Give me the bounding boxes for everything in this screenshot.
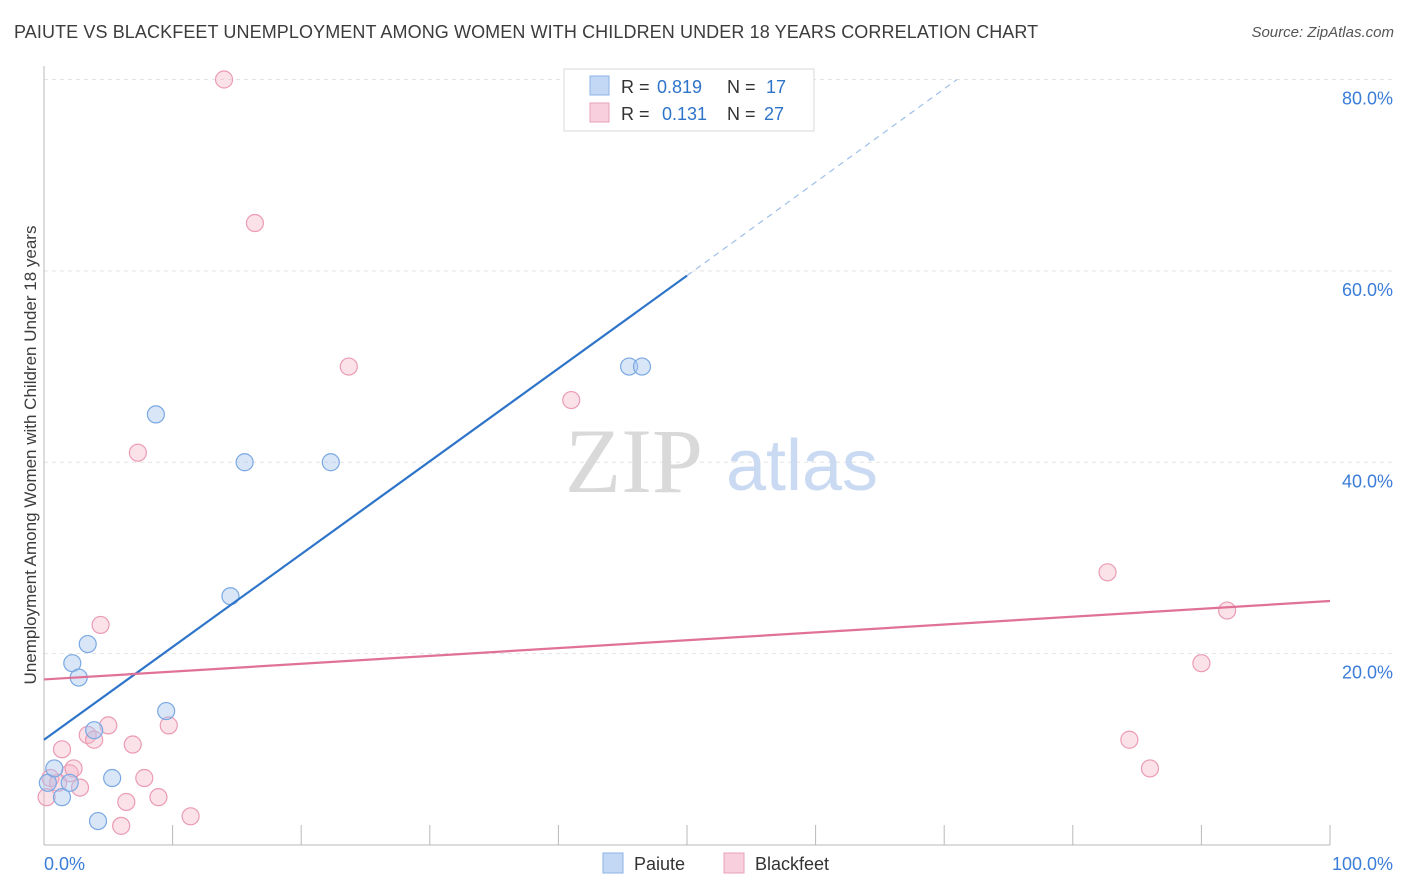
- point-blackfeet: [181, 807, 200, 826]
- point-blackfeet: [339, 357, 358, 376]
- point-paiute: [52, 788, 72, 807]
- stats-n-value-paiute: 17: [766, 77, 786, 97]
- point-paiute: [157, 701, 176, 721]
- point-paiute: [60, 773, 79, 792]
- point-blackfeet: [99, 716, 118, 735]
- point-blackfeet: [64, 759, 83, 778]
- point-blackfeet: [1140, 759, 1160, 778]
- x-tick-label-max: 100.0%: [1332, 854, 1393, 874]
- x-tick-label-min: 0.0%: [44, 854, 85, 874]
- chart-title: PAIUTE VS BLACKFEET UNEMPLOYMENT AMONG W…: [14, 22, 1039, 42]
- point-paiute: [45, 759, 64, 778]
- point-paiute: [146, 405, 165, 424]
- y-tick-label: 60.0%: [1342, 280, 1393, 300]
- legend-swatch-paiute: [602, 852, 624, 874]
- stats-r-value-blackfeet: 0.131: [662, 104, 707, 124]
- point-paiute: [620, 357, 639, 376]
- point-blackfeet: [1218, 601, 1237, 620]
- point-blackfeet: [123, 735, 142, 754]
- trend-lines: [43, 79, 1331, 741]
- point-blackfeet: [52, 740, 72, 759]
- trend-line-paiute: [43, 274, 688, 741]
- point-paiute: [78, 634, 97, 654]
- y-tick-labels: 20.0% 40.0% 60.0% 80.0%: [1342, 89, 1393, 683]
- point-blackfeet: [70, 778, 90, 797]
- point-paiute: [85, 721, 104, 740]
- stats-r-value-paiute: 0.819: [657, 77, 702, 97]
- point-paiute: [632, 357, 652, 376]
- series-legend: Paiute Blackfeet: [602, 852, 829, 874]
- point-blackfeet: [562, 390, 581, 410]
- stats-legend: R = 0.819 N = 17 R = 0.131 N = 27: [563, 68, 815, 132]
- point-blackfeet: [159, 716, 178, 735]
- stats-swatch-paiute: [589, 75, 610, 96]
- point-paiute: [321, 453, 340, 472]
- point-blackfeet: [85, 730, 104, 749]
- gridlines: [44, 79, 1393, 655]
- stats-r-label-paiute: R =: [621, 77, 650, 97]
- point-blackfeet: [214, 70, 234, 89]
- point-blackfeet: [112, 816, 131, 835]
- y-tick-label: 20.0%: [1342, 663, 1393, 683]
- y-tick-label: 80.0%: [1342, 89, 1393, 109]
- point-blackfeet: [117, 792, 136, 812]
- watermark-zip: ZIP: [565, 410, 703, 512]
- point-paiute: [88, 811, 108, 831]
- legend-label-paiute: Paiute: [634, 854, 685, 874]
- point-blackfeet: [245, 213, 265, 233]
- stats-n-label-paiute: N =: [727, 77, 756, 97]
- point-blackfeet: [1192, 654, 1211, 673]
- y-tick-label: 40.0%: [1342, 471, 1393, 491]
- point-blackfeet: [1120, 730, 1139, 749]
- trend-line-dashed-paiute: [686, 79, 958, 277]
- legend-swatch-blackfeet: [723, 852, 745, 874]
- point-blackfeet: [135, 768, 154, 788]
- point-blackfeet: [149, 788, 168, 807]
- point-paiute: [103, 768, 122, 788]
- point-blackfeet: [37, 788, 56, 807]
- y-axis-label: Unemployment Among Women with Children U…: [21, 226, 40, 685]
- watermark-atlas: atlas: [726, 426, 878, 506]
- point-paiute: [235, 453, 254, 472]
- stats-n-label-blackfeet: N =: [727, 104, 756, 124]
- x-axis-ticks: [172, 825, 1331, 845]
- stats-n-value-blackfeet: 27: [764, 104, 784, 124]
- point-blackfeet: [128, 443, 147, 462]
- source-label: Source: ZipAtlas.com: [1251, 24, 1394, 41]
- stats-swatch-blackfeet: [589, 102, 610, 123]
- trend-line-blackfeet: [43, 599, 1331, 681]
- point-blackfeet: [1098, 563, 1117, 582]
- point-blackfeet: [91, 615, 110, 635]
- legend-label-blackfeet: Blackfeet: [755, 854, 829, 874]
- stats-r-label-blackfeet: R =: [621, 104, 650, 124]
